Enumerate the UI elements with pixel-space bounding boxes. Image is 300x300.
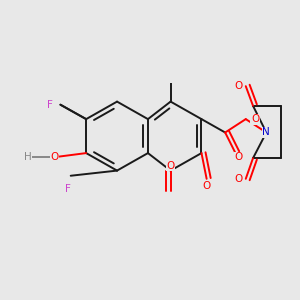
- Text: O: O: [50, 152, 58, 162]
- Text: O: O: [234, 152, 243, 162]
- Text: O: O: [234, 81, 243, 91]
- Text: O: O: [167, 160, 175, 171]
- Text: H: H: [24, 152, 32, 162]
- Text: F: F: [65, 184, 70, 194]
- Text: O: O: [251, 114, 259, 124]
- Text: N: N: [262, 128, 270, 137]
- Text: O: O: [234, 174, 243, 184]
- Text: O: O: [202, 181, 211, 191]
- Text: F: F: [47, 100, 53, 110]
